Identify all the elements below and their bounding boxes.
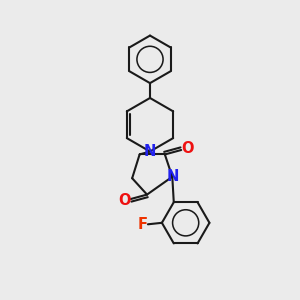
- Text: F: F: [138, 217, 148, 232]
- Text: O: O: [118, 193, 131, 208]
- Text: O: O: [181, 141, 194, 156]
- Text: N: N: [167, 169, 179, 184]
- Text: N: N: [144, 144, 156, 159]
